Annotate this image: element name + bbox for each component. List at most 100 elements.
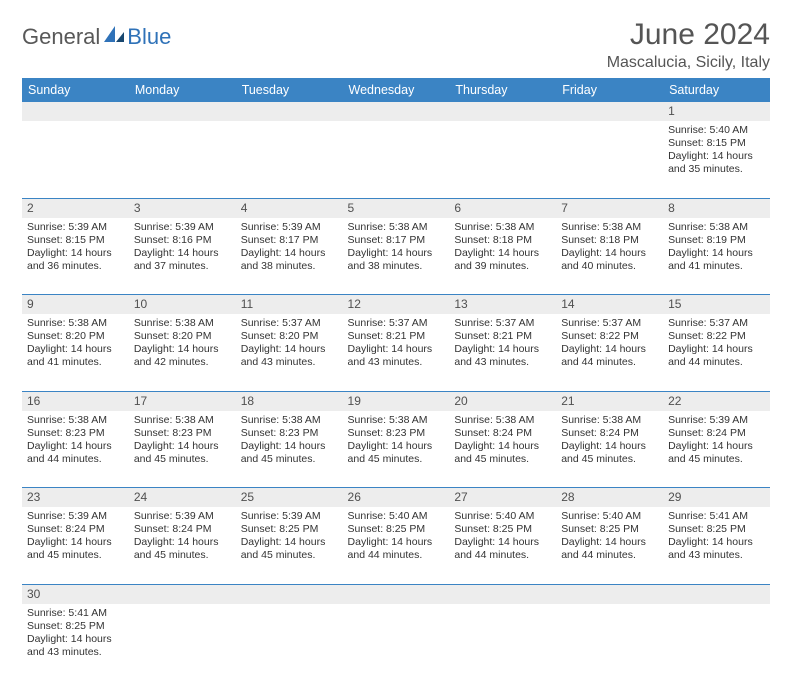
day-number: 28 <box>556 488 663 508</box>
day-cell-text: Sunrise: 5:41 AMSunset: 8:25 PMDaylight:… <box>27 607 124 660</box>
day-number: 4 <box>236 198 343 218</box>
content-row: Sunrise: 5:41 AMSunset: 8:25 PMDaylight:… <box>22 604 770 681</box>
day-number <box>556 102 663 121</box>
day-number <box>236 102 343 121</box>
content-row: Sunrise: 5:38 AMSunset: 8:20 PMDaylight:… <box>22 314 770 391</box>
day-cell: Sunrise: 5:38 AMSunset: 8:23 PMDaylight:… <box>236 411 343 488</box>
day-cell: Sunrise: 5:38 AMSunset: 8:23 PMDaylight:… <box>343 411 450 488</box>
day-cell: Sunrise: 5:38 AMSunset: 8:20 PMDaylight:… <box>129 314 236 391</box>
day-number: 30 <box>22 584 129 604</box>
day-cell-text: Sunrise: 5:38 AMSunset: 8:23 PMDaylight:… <box>27 414 124 467</box>
day-cell-text: Sunrise: 5:38 AMSunset: 8:20 PMDaylight:… <box>27 317 124 370</box>
day-number <box>449 584 556 604</box>
day-number: 7 <box>556 198 663 218</box>
day-cell-text: Sunrise: 5:39 AMSunset: 8:15 PMDaylight:… <box>27 221 124 274</box>
day-cell-text: Sunrise: 5:38 AMSunset: 8:23 PMDaylight:… <box>348 414 445 467</box>
day-number: 29 <box>663 488 770 508</box>
content-row: Sunrise: 5:40 AMSunset: 8:15 PMDaylight:… <box>22 121 770 198</box>
day-cell <box>663 604 770 681</box>
day-cell-text: Sunrise: 5:38 AMSunset: 8:23 PMDaylight:… <box>241 414 338 467</box>
day-cell-text: Sunrise: 5:37 AMSunset: 8:21 PMDaylight:… <box>454 317 551 370</box>
day-cell-text: Sunrise: 5:38 AMSunset: 8:20 PMDaylight:… <box>134 317 231 370</box>
day-number: 26 <box>343 488 450 508</box>
day-cell <box>449 121 556 198</box>
day-cell: Sunrise: 5:40 AMSunset: 8:25 PMDaylight:… <box>556 507 663 584</box>
day-number <box>22 102 129 121</box>
day-cell: Sunrise: 5:38 AMSunset: 8:23 PMDaylight:… <box>129 411 236 488</box>
day-cell <box>343 121 450 198</box>
day-number: 25 <box>236 488 343 508</box>
day-cell: Sunrise: 5:37 AMSunset: 8:20 PMDaylight:… <box>236 314 343 391</box>
day-number: 12 <box>343 295 450 315</box>
day-number: 10 <box>129 295 236 315</box>
day-cell-text: Sunrise: 5:39 AMSunset: 8:24 PMDaylight:… <box>668 414 765 467</box>
day-cell: Sunrise: 5:38 AMSunset: 8:24 PMDaylight:… <box>556 411 663 488</box>
daynum-row: 30 <box>22 584 770 604</box>
day-number: 14 <box>556 295 663 315</box>
day-cell-text: Sunrise: 5:39 AMSunset: 8:25 PMDaylight:… <box>241 510 338 563</box>
day-cell: Sunrise: 5:37 AMSunset: 8:21 PMDaylight:… <box>343 314 450 391</box>
day-number: 27 <box>449 488 556 508</box>
day-cell: Sunrise: 5:39 AMSunset: 8:17 PMDaylight:… <box>236 218 343 295</box>
day-cell-text: Sunrise: 5:40 AMSunset: 8:25 PMDaylight:… <box>561 510 658 563</box>
weekday-header: Monday <box>129 78 236 102</box>
day-cell-text: Sunrise: 5:38 AMSunset: 8:23 PMDaylight:… <box>134 414 231 467</box>
day-number: 9 <box>22 295 129 315</box>
day-cell: Sunrise: 5:38 AMSunset: 8:23 PMDaylight:… <box>22 411 129 488</box>
day-cell <box>556 121 663 198</box>
day-cell <box>236 121 343 198</box>
day-number <box>449 102 556 121</box>
title-month: June 2024 <box>607 18 770 52</box>
day-number <box>129 584 236 604</box>
day-number: 1 <box>663 102 770 121</box>
day-number: 17 <box>129 391 236 411</box>
day-cell <box>22 121 129 198</box>
day-cell: Sunrise: 5:37 AMSunset: 8:21 PMDaylight:… <box>449 314 556 391</box>
title-location: Mascalucia, Sicily, Italy <box>607 54 770 72</box>
weekday-header: Thursday <box>449 78 556 102</box>
day-number: 18 <box>236 391 343 411</box>
daynum-row: 9101112131415 <box>22 295 770 315</box>
day-number: 20 <box>449 391 556 411</box>
day-cell: Sunrise: 5:38 AMSunset: 8:20 PMDaylight:… <box>22 314 129 391</box>
day-cell: Sunrise: 5:41 AMSunset: 8:25 PMDaylight:… <box>663 507 770 584</box>
title-block: June 2024 Mascalucia, Sicily, Italy <box>607 18 770 72</box>
content-row: Sunrise: 5:39 AMSunset: 8:15 PMDaylight:… <box>22 218 770 295</box>
brand-part2: Blue <box>127 24 171 50</box>
day-cell-text: Sunrise: 5:38 AMSunset: 8:19 PMDaylight:… <box>668 221 765 274</box>
content-row: Sunrise: 5:38 AMSunset: 8:23 PMDaylight:… <box>22 411 770 488</box>
day-cell: Sunrise: 5:39 AMSunset: 8:25 PMDaylight:… <box>236 507 343 584</box>
calendar-body: 1 Sunrise: 5:40 AMSunset: 8:15 PMDaylight… <box>22 102 770 681</box>
day-cell <box>449 604 556 681</box>
day-cell: Sunrise: 5:38 AMSunset: 8:24 PMDaylight:… <box>449 411 556 488</box>
day-number: 3 <box>129 198 236 218</box>
day-cell: Sunrise: 5:37 AMSunset: 8:22 PMDaylight:… <box>663 314 770 391</box>
day-cell: Sunrise: 5:37 AMSunset: 8:22 PMDaylight:… <box>556 314 663 391</box>
day-number: 15 <box>663 295 770 315</box>
day-number: 6 <box>449 198 556 218</box>
day-cell-text: Sunrise: 5:37 AMSunset: 8:20 PMDaylight:… <box>241 317 338 370</box>
day-cell-text: Sunrise: 5:39 AMSunset: 8:24 PMDaylight:… <box>134 510 231 563</box>
day-cell: Sunrise: 5:39 AMSunset: 8:24 PMDaylight:… <box>22 507 129 584</box>
daynum-row: 23242526272829 <box>22 488 770 508</box>
weekday-header: Tuesday <box>236 78 343 102</box>
day-cell <box>129 121 236 198</box>
day-number: 23 <box>22 488 129 508</box>
day-cell: Sunrise: 5:38 AMSunset: 8:17 PMDaylight:… <box>343 218 450 295</box>
day-cell: Sunrise: 5:39 AMSunset: 8:24 PMDaylight:… <box>129 507 236 584</box>
weekday-header: Sunday <box>22 78 129 102</box>
day-number: 19 <box>343 391 450 411</box>
day-cell-text: Sunrise: 5:38 AMSunset: 8:17 PMDaylight:… <box>348 221 445 274</box>
day-cell-text: Sunrise: 5:40 AMSunset: 8:15 PMDaylight:… <box>668 124 765 177</box>
day-cell-text: Sunrise: 5:39 AMSunset: 8:17 PMDaylight:… <box>241 221 338 274</box>
day-cell <box>556 604 663 681</box>
brand-logo: General Blue <box>22 18 171 50</box>
day-cell-text: Sunrise: 5:38 AMSunset: 8:24 PMDaylight:… <box>561 414 658 467</box>
day-cell <box>129 604 236 681</box>
day-cell-text: Sunrise: 5:39 AMSunset: 8:24 PMDaylight:… <box>27 510 124 563</box>
day-number: 2 <box>22 198 129 218</box>
day-cell-text: Sunrise: 5:41 AMSunset: 8:25 PMDaylight:… <box>668 510 765 563</box>
day-number <box>343 102 450 121</box>
day-cell-text: Sunrise: 5:37 AMSunset: 8:22 PMDaylight:… <box>668 317 765 370</box>
calendar-table: Sunday Monday Tuesday Wednesday Thursday… <box>22 78 770 681</box>
